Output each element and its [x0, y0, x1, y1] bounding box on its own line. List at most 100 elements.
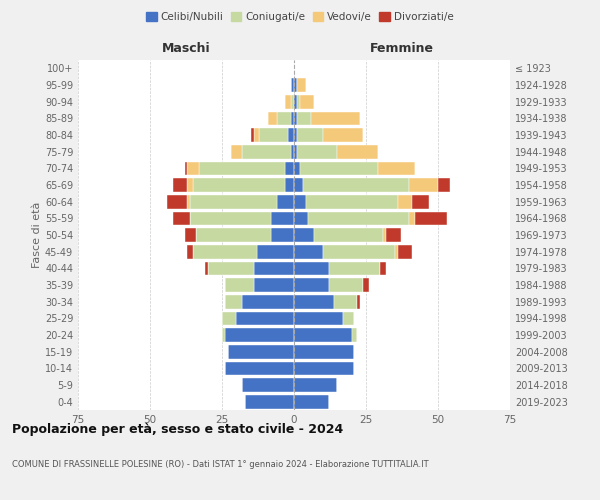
Bar [343, 312, 355, 325]
Bar [193, 245, 257, 258]
Bar [173, 212, 190, 225]
Bar [294, 362, 355, 375]
Bar [277, 112, 291, 125]
Bar [291, 78, 294, 92]
Bar [222, 328, 225, 342]
Bar [323, 245, 395, 258]
Bar [409, 178, 438, 192]
Bar [297, 112, 311, 125]
Bar [196, 228, 271, 242]
Bar [288, 128, 294, 142]
Bar [297, 128, 323, 142]
Bar [242, 145, 291, 158]
Bar [352, 328, 358, 342]
Bar [291, 112, 294, 125]
Bar [242, 295, 294, 308]
Bar [225, 328, 294, 342]
Bar [228, 345, 294, 358]
Bar [297, 78, 305, 92]
Bar [245, 395, 294, 408]
Bar [187, 245, 193, 258]
Bar [294, 162, 300, 175]
Bar [230, 145, 242, 158]
Bar [185, 162, 187, 175]
Bar [251, 128, 254, 142]
Bar [167, 195, 187, 208]
Bar [314, 228, 383, 242]
Bar [294, 345, 355, 358]
Bar [294, 312, 343, 325]
Bar [242, 378, 294, 392]
Bar [380, 262, 386, 275]
Bar [271, 228, 294, 242]
Bar [190, 195, 277, 208]
Bar [294, 262, 329, 275]
Bar [438, 178, 449, 192]
Bar [199, 162, 286, 175]
Bar [358, 295, 360, 308]
Bar [254, 278, 294, 292]
Bar [294, 128, 297, 142]
Bar [294, 378, 337, 392]
Text: Femmine: Femmine [370, 42, 434, 55]
Bar [308, 212, 409, 225]
Bar [190, 212, 271, 225]
Bar [300, 95, 314, 108]
Bar [329, 278, 363, 292]
Bar [286, 162, 294, 175]
Text: Popolazione per età, sesso e stato civile - 2024: Popolazione per età, sesso e stato civil… [12, 422, 343, 436]
Bar [277, 195, 294, 208]
Bar [294, 212, 308, 225]
Bar [236, 312, 294, 325]
Bar [363, 278, 369, 292]
Bar [311, 112, 360, 125]
Text: Maschi: Maschi [161, 42, 211, 55]
Bar [222, 312, 236, 325]
Bar [271, 212, 294, 225]
Bar [294, 245, 323, 258]
Bar [286, 95, 291, 108]
Bar [294, 278, 329, 292]
Bar [398, 245, 412, 258]
Bar [254, 128, 259, 142]
Bar [337, 145, 377, 158]
Bar [185, 228, 196, 242]
Bar [291, 145, 294, 158]
Bar [398, 195, 412, 208]
Bar [257, 245, 294, 258]
Text: COMUNE DI FRASSINELLE POLESINE (RO) - Dati ISTAT 1° gennaio 2024 - Elaborazione : COMUNE DI FRASSINELLE POLESINE (RO) - Da… [12, 460, 428, 469]
Bar [225, 278, 254, 292]
Bar [294, 78, 297, 92]
Bar [187, 178, 193, 192]
Bar [294, 328, 352, 342]
Bar [323, 128, 363, 142]
Y-axis label: Fasce di età: Fasce di età [32, 202, 42, 268]
Bar [294, 178, 302, 192]
Bar [294, 112, 297, 125]
Bar [294, 395, 329, 408]
Bar [395, 245, 398, 258]
Bar [268, 112, 277, 125]
Bar [259, 128, 288, 142]
Bar [409, 212, 415, 225]
Bar [412, 195, 430, 208]
Bar [254, 262, 294, 275]
Bar [297, 145, 337, 158]
Legend: Celibi/Nubili, Coniugati/e, Vedovi/e, Divorziati/e: Celibi/Nubili, Coniugati/e, Vedovi/e, Di… [142, 8, 458, 26]
Bar [173, 178, 187, 192]
Bar [386, 228, 401, 242]
Bar [300, 162, 377, 175]
Bar [302, 178, 409, 192]
Bar [193, 178, 286, 192]
Bar [329, 262, 380, 275]
Bar [334, 295, 358, 308]
Bar [297, 95, 300, 108]
Bar [205, 262, 208, 275]
Bar [305, 195, 398, 208]
Bar [291, 95, 294, 108]
Bar [294, 145, 297, 158]
Bar [187, 162, 199, 175]
Bar [286, 178, 294, 192]
Bar [294, 228, 314, 242]
Bar [294, 195, 305, 208]
